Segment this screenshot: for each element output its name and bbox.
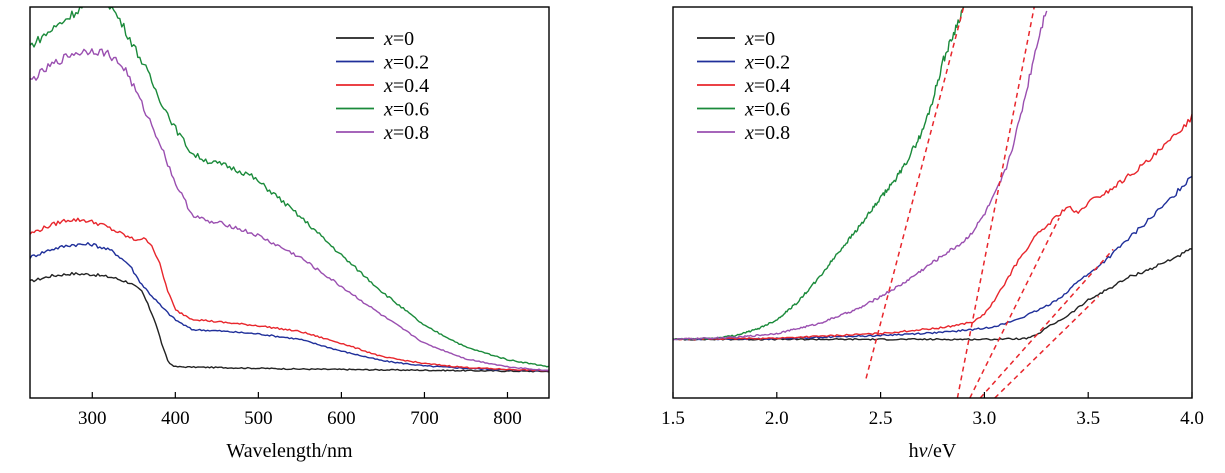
series-line-2 — [673, 113, 1192, 341]
legend-label-1: x=0.2 — [383, 52, 429, 74]
legend-label-value: =0.6 — [393, 99, 429, 121]
legend-label-value: =0.2 — [393, 52, 429, 74]
x-axis-title: Wavelength/nm — [226, 440, 353, 462]
tauc-plot-chart: 1.5 2.0 2.5 3.0 3.5 4.0hν/eVx=0x=0.2x=0.4x=0.… — [661, 6, 1204, 462]
series-line-1 — [673, 175, 1192, 341]
x-axis-title-prefix: h — [909, 440, 919, 462]
series-line-1 — [30, 241, 549, 372]
plot-area — [30, 7, 549, 373]
x-tick-label-2: 500 — [244, 408, 273, 429]
x-tick-label-4: 3.5 — [1076, 408, 1100, 429]
plot-area — [673, 7, 1192, 398]
x-tick-label-5: 4.0 — [1180, 408, 1204, 429]
legend-label-var: x — [744, 75, 754, 97]
legend-label-var: x — [383, 122, 393, 144]
legend-label-2: x=0.4 — [744, 75, 790, 97]
legend-label-0: x=0 — [383, 28, 414, 50]
legend-label-var: x — [383, 75, 393, 97]
legend-label-var: x — [744, 52, 754, 74]
legend: x=0x=0.2x=0.4x=0.6x=0.8 — [697, 28, 790, 144]
series-line-2 — [30, 217, 549, 372]
legend-label-4: x=0.8 — [383, 122, 429, 144]
legend-label-0: x=0 — [744, 28, 775, 50]
series-line-0 — [30, 271, 549, 373]
legend-label-value: =0.6 — [754, 99, 790, 121]
absorbance-spectrum-chart: 300 400 500 600 700 800Wavelength/nmx=0x=0.2x… — [29, 6, 550, 462]
legend-label-var: x — [383, 52, 393, 74]
series-line-3 — [30, 7, 549, 368]
x-tick-label-2: 2.5 — [869, 408, 893, 429]
legend-label-var: x — [744, 99, 754, 121]
legend-label-value: =0.8 — [754, 122, 790, 144]
plot-frame — [672, 6, 1193, 399]
legend-label-3: x=0.6 — [744, 99, 790, 121]
x-tick-label-3: 3.0 — [973, 408, 997, 429]
x-tick-label-5: 800 — [493, 408, 522, 429]
x-axis-title-var: ν — [919, 440, 928, 462]
tangent-fit-line-0 — [865, 7, 965, 379]
tangent-fit-line-3 — [979, 248, 1114, 398]
series-line-3 — [673, 7, 965, 341]
legend-label-value: =0.4 — [754, 75, 790, 97]
x-tick-label-3: 600 — [327, 408, 356, 429]
x-axis-title-suffix: /eV — [928, 440, 957, 462]
series-line-4 — [30, 48, 549, 372]
plot-frame — [29, 6, 550, 399]
legend-label-2: x=0.4 — [383, 75, 429, 97]
legend-label-var: x — [744, 122, 754, 144]
x-tick-label-0: 300 — [78, 408, 107, 429]
legend-label-var: x — [383, 28, 393, 50]
tangent-fit-line-1 — [956, 7, 1035, 398]
tangent-fit-line-2 — [969, 217, 1060, 398]
legend-label-3: x=0.6 — [383, 99, 429, 121]
legend-label-4: x=0.8 — [744, 122, 790, 144]
tangent-fit-line-4 — [994, 295, 1100, 398]
x-tick-label-1: 2.0 — [765, 408, 789, 429]
legend-label-var: x — [744, 28, 754, 50]
legend-label-value: =0 — [754, 28, 775, 50]
legend-label-value: =0.2 — [754, 52, 790, 74]
legend-label-value: =0.8 — [393, 122, 429, 144]
series-line-4 — [673, 10, 1048, 341]
x-tick-label-1: 400 — [161, 408, 190, 429]
legend-label-value: =0 — [393, 28, 414, 50]
legend-label-1: x=0.2 — [744, 52, 790, 74]
legend: x=0x=0.2x=0.4x=0.6x=0.8 — [336, 28, 429, 144]
x-tick-label-4: 700 — [410, 408, 439, 429]
x-axis-title: hν/eV — [909, 440, 957, 462]
legend-label-value: =0.4 — [393, 75, 429, 97]
legend-label-var: x — [383, 99, 393, 121]
x-tick-label-0: 1.5 — [661, 408, 685, 429]
